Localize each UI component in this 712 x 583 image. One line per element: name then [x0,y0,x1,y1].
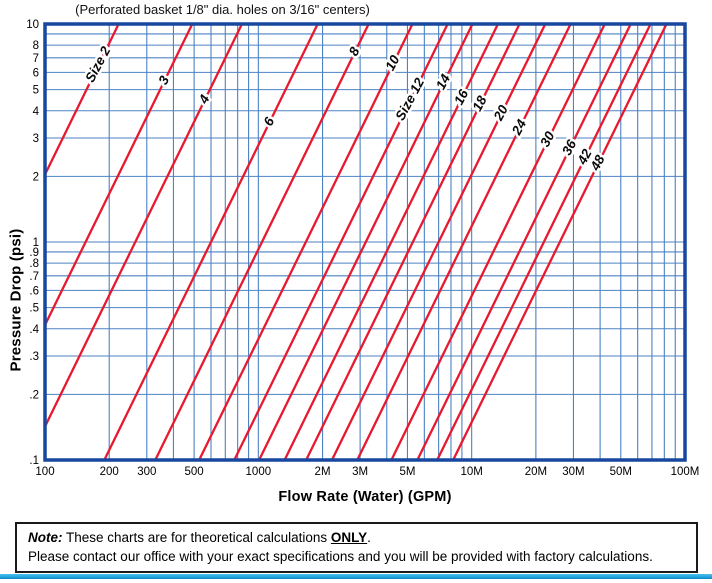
x-tick-labels: 100 200 300 500 1000 2M 3M 5M 10M 20M 30M 50M 100M [35,466,699,478]
size-line-36 [416,24,632,460]
size-line-48 [451,24,668,460]
y-tick-6: 6 [33,67,39,79]
chart-title: (Perforated basket 1/8" dia. holes on 3/… [75,2,370,17]
x-tick-50M: 50M [610,466,632,478]
y-tick-.8: .8 [29,258,39,270]
y-tick-.4: .4 [29,324,39,336]
size-line-10 [197,24,414,460]
y-tick-.2: .2 [29,389,39,401]
x-tick-2M: 2M [315,466,331,478]
size-line-4 [45,24,244,430]
x-tick-5M: 5M [399,466,415,478]
x-tick-10M: 10M [460,466,482,478]
size-line-14 [257,24,474,460]
x-tick-20M: 20M [525,466,547,478]
y-tick-.6: .6 [29,285,39,297]
x-tick-200: 200 [100,466,119,478]
size-line-16 [283,24,500,460]
y-tick-4: 4 [33,106,40,118]
x-tick-1000: 1000 [246,466,272,478]
size-line-42 [435,24,652,460]
note-line1-period: . [367,530,371,545]
note-emphasis: ONLY [330,530,368,545]
note-line1-text: These charts are for theoretical calcula… [62,530,331,545]
y-tick-2: 2 [33,171,39,183]
y-tick-.7: .7 [29,271,39,283]
size-line-12 [233,24,449,460]
bottom-accent-bar [0,574,712,579]
x-tick-500: 500 [185,466,204,478]
note-box: Note: These charts are for theoretical c… [15,522,698,574]
size-lines [45,24,668,460]
y-tick-10: 10 [26,19,39,31]
size-line-2 [45,24,120,178]
chart-area: Size 2 3 4 6 8 10 Size 12 14 16 18 20 24 30 36 42 48 100… [26,19,699,478]
size-line-20 [330,24,547,460]
size-line-30 [390,24,607,460]
y-axis-title: Pressure Drop (psi) [7,228,25,372]
plot-frame [43,22,687,462]
y-tick-labels: 10 87 6 5 4 3 2 1.9.8.7 .6 .5 .4 .3 .2 .1 [26,19,39,467]
y-tick-.3: .3 [29,351,39,363]
size-line-6 [103,24,319,460]
y-tick-3: 3 [33,133,39,145]
y-tick-7: 7 [33,53,39,65]
x-tick-30M: 30M [562,466,584,478]
y-tick-.9: .9 [29,247,39,259]
y-tick-.5: .5 [29,303,39,315]
size-line-8 [154,24,370,460]
y-tick-8: 8 [33,40,39,52]
size-line-24 [355,24,572,460]
y-tick-5: 5 [33,85,39,97]
x-tick-300: 300 [137,466,156,478]
x-tick-100M: 100M [671,466,700,478]
size-line-3 [45,24,194,328]
x-tick-100: 100 [35,466,54,478]
y-tick-.1: .1 [29,455,39,467]
note-prefix: Note: [28,530,63,545]
size-line-18 [304,24,521,460]
y-tick-1: 1 [33,237,39,249]
x-axis-title: Flow Rate (Water) (GPM) [278,489,452,505]
x-tick-3M: 3M [352,466,368,478]
note-line2: Please contact our office with your exac… [28,549,653,565]
